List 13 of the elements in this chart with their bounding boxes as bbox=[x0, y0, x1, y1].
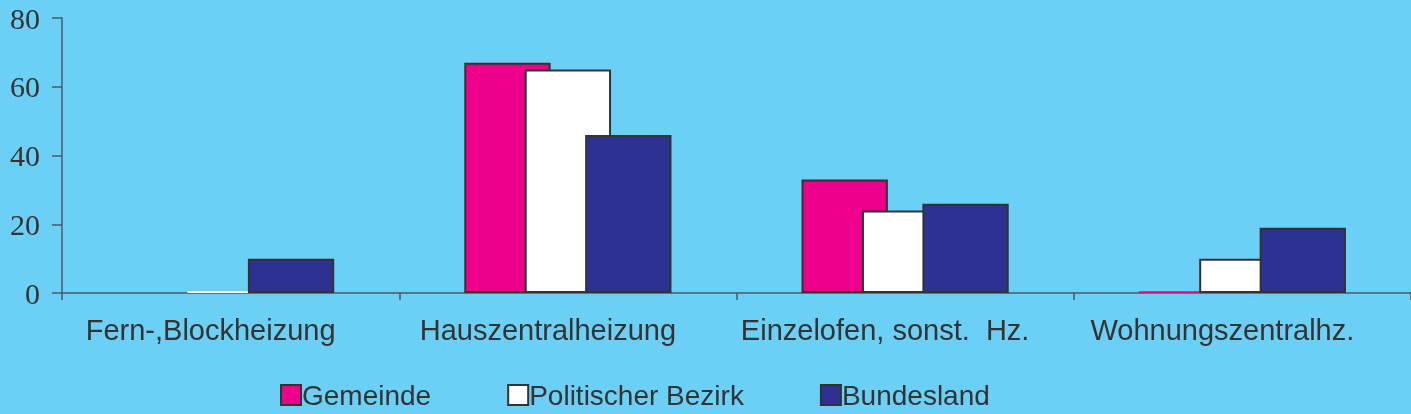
x-tick-label: Einzelofen, sonst. Hz. bbox=[740, 313, 1030, 346]
x-tick-label: Hauszentralheizung bbox=[419, 313, 677, 346]
y-tick-label: 80 bbox=[10, 1, 40, 35]
legend-label: Gemeinde bbox=[302, 379, 432, 411]
bar bbox=[247, 258, 335, 293]
y-tick-label: 40 bbox=[10, 139, 40, 172]
y-tick-label: 60 bbox=[10, 70, 40, 104]
y-tick-label: 0 bbox=[25, 276, 40, 310]
legend-label: Politischer Bezirk bbox=[529, 379, 745, 411]
legend-label: Bundesland bbox=[841, 379, 990, 411]
y-tick-label: 20 bbox=[10, 207, 40, 241]
x-tick-label: Fern-,Blockheizung bbox=[85, 313, 336, 346]
x-tick-label: Wohnungszentralhz. bbox=[1090, 313, 1355, 346]
